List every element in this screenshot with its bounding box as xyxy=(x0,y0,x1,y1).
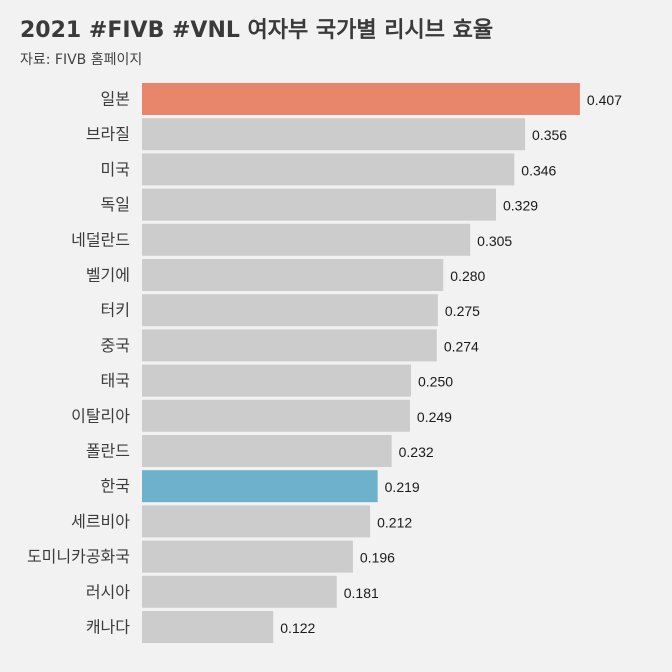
category-label: 태국 xyxy=(101,371,130,390)
bar-6 xyxy=(142,259,444,291)
bar-16 xyxy=(142,611,274,643)
value-label: 0.407 xyxy=(587,92,622,108)
category-label: 이탈리아 xyxy=(71,406,130,425)
value-label: 0.250 xyxy=(418,374,453,390)
category-label: 캐나다 xyxy=(86,618,130,637)
value-label: 0.196 xyxy=(360,550,395,566)
category-label: 세르비아 xyxy=(71,512,130,531)
value-label: 0.329 xyxy=(503,198,538,214)
bar-10 xyxy=(142,399,410,432)
value-label: 0.346 xyxy=(521,162,556,178)
chart-title: 2021 #FIVB #VNL 여자부 국가별 리시브 효율 xyxy=(20,18,494,43)
category-label: 터키 xyxy=(101,301,130,320)
value-label: 0.122 xyxy=(280,620,315,636)
value-label: 0.305 xyxy=(477,233,512,249)
bar-3 xyxy=(142,153,515,186)
category-label: 브라질 xyxy=(86,125,130,144)
bar-7 xyxy=(142,294,438,327)
bar-13 xyxy=(142,505,371,538)
category-label: 일본 xyxy=(101,90,130,109)
bar-5 xyxy=(142,223,471,256)
value-label: 0.274 xyxy=(444,338,479,354)
category-label: 한국 xyxy=(101,477,130,496)
value-label: 0.219 xyxy=(385,479,420,495)
value-label: 0.249 xyxy=(417,409,452,425)
bar-12 xyxy=(142,470,378,503)
value-label: 0.275 xyxy=(445,303,480,319)
category-label: 중국 xyxy=(101,336,130,355)
category-label: 러시아 xyxy=(86,582,130,601)
bar-14 xyxy=(142,540,353,573)
value-label: 0.356 xyxy=(532,127,567,143)
bar-2 xyxy=(142,118,526,151)
value-label: 0.181 xyxy=(344,585,379,601)
category-label: 벨기에 xyxy=(86,266,130,285)
category-label: 미국 xyxy=(101,160,130,179)
category-label: 도미니카공화국 xyxy=(27,547,130,566)
chart-subtitle: 자료: FIVB 홈페이지 xyxy=(20,52,143,68)
category-label: 독일 xyxy=(101,195,130,214)
bar-9 xyxy=(142,364,411,397)
bar-11 xyxy=(142,435,392,467)
bar-4 xyxy=(142,188,497,221)
bar-8 xyxy=(142,329,437,362)
category-label: 네덜란드 xyxy=(71,230,130,249)
category-label: 폴란드 xyxy=(86,442,130,461)
bar-1 xyxy=(142,83,580,115)
bar-15 xyxy=(142,575,337,608)
value-label: 0.212 xyxy=(377,514,412,530)
value-label: 0.280 xyxy=(450,268,485,284)
value-label: 0.232 xyxy=(399,444,434,460)
